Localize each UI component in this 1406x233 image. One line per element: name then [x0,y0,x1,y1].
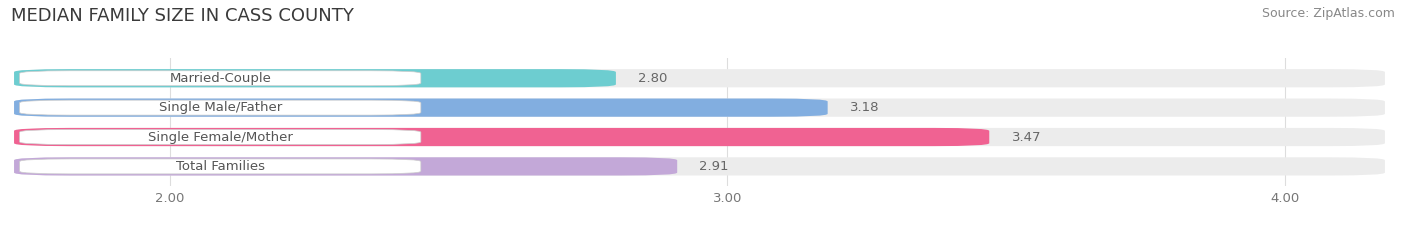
FancyBboxPatch shape [14,128,990,146]
Text: Single Male/Father: Single Male/Father [159,101,281,114]
FancyBboxPatch shape [14,99,1385,117]
Text: 2.91: 2.91 [699,160,728,173]
Text: Married-Couple: Married-Couple [169,72,271,85]
FancyBboxPatch shape [14,157,678,175]
FancyBboxPatch shape [14,128,1385,146]
Text: MEDIAN FAMILY SIZE IN CASS COUNTY: MEDIAN FAMILY SIZE IN CASS COUNTY [11,7,354,25]
FancyBboxPatch shape [20,130,420,144]
Text: 3.18: 3.18 [851,101,879,114]
Text: Single Female/Mother: Single Female/Mother [148,130,292,144]
Text: 2.80: 2.80 [638,72,668,85]
FancyBboxPatch shape [20,159,420,174]
FancyBboxPatch shape [14,99,828,117]
FancyBboxPatch shape [14,69,616,87]
FancyBboxPatch shape [14,69,1385,87]
Text: 3.47: 3.47 [1011,130,1040,144]
Text: Total Families: Total Families [176,160,264,173]
Text: Source: ZipAtlas.com: Source: ZipAtlas.com [1261,7,1395,20]
FancyBboxPatch shape [20,71,420,86]
FancyBboxPatch shape [14,157,1385,175]
FancyBboxPatch shape [20,100,420,115]
